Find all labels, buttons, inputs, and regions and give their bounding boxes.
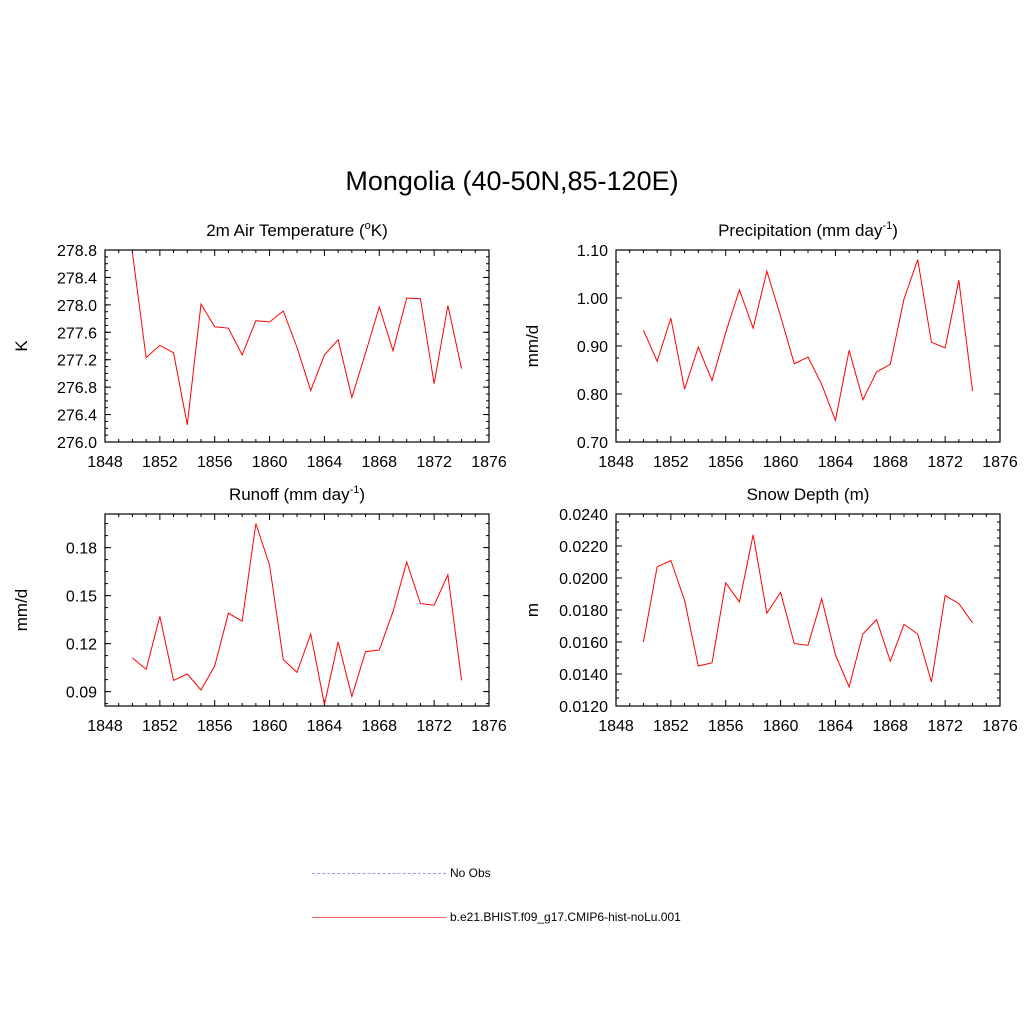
page-title: Mongolia (40-50N,85-120E)	[345, 166, 679, 196]
x-tick-label: 1864	[818, 718, 854, 735]
x-tick-label: 1872	[927, 718, 963, 735]
x-tick-label: 1852	[142, 454, 178, 471]
chart-title: Runoff (mm day-1)	[229, 484, 365, 504]
legend-obs-line-sample	[312, 873, 446, 874]
y-tick-label: 276.8	[57, 380, 97, 397]
x-tick-label: 1848	[598, 718, 634, 735]
x-tick-label: 1848	[598, 454, 634, 471]
x-tick-label: 1860	[252, 454, 288, 471]
y-axis-label: mm/d	[12, 589, 31, 632]
x-tick-label: 1848	[87, 454, 123, 471]
x-tick-label: 1868	[872, 718, 908, 735]
x-tick-label: 1864	[307, 454, 343, 471]
chart-title: Snow Depth (m)	[747, 485, 870, 504]
x-tick-label: 1856	[708, 718, 744, 735]
y-tick-label: 276.4	[57, 408, 97, 425]
x-tick-label: 1852	[653, 718, 689, 735]
y-axis-label: mm/d	[523, 325, 542, 368]
x-tick-label: 1868	[872, 454, 908, 471]
y-tick-label: 277.2	[57, 353, 97, 370]
legend-model-line-sample	[312, 917, 446, 918]
x-tick-label: 1856	[197, 718, 233, 735]
chart-title: 2m Air Temperature (oK)	[206, 220, 388, 240]
x-tick-label: 1872	[416, 718, 452, 735]
chart-title-text: Runoff (mm day	[229, 485, 350, 504]
y-tick-label: 277.6	[57, 325, 97, 342]
chart-panel-3: Runoff (mm day-1) mm/d 1848 1852 1856 1860 186…	[12, 484, 507, 735]
legend-item-model: b.e21.BHIST.f09_g17.CMIP6-hist-noLu.001	[312, 908, 812, 928]
x-tick-label: 1872	[927, 454, 963, 471]
legend-obs-label: No Obs	[450, 866, 491, 880]
x-tick-label: 1852	[142, 718, 178, 735]
legend-model-label: b.e21.BHIST.f09_g17.CMIP6-hist-noLu.001	[450, 910, 681, 924]
y-tick-label: 278.8	[57, 243, 97, 260]
y-tick-label: 0.0200	[559, 571, 608, 588]
y-tick-label: 278.4	[57, 270, 97, 287]
y-tick-label: 0.0140	[559, 667, 608, 684]
y-tick-label: 0.0240	[559, 507, 608, 524]
chart-panel-2: Precipitation (mm day-1) mm/d 1848 1852 1856…	[523, 220, 1018, 471]
x-tick-label: 1868	[361, 718, 397, 735]
x-tick-label: 1856	[197, 454, 233, 471]
y-tick-label: 0.18	[66, 541, 97, 558]
y-tick-label: 0.70	[577, 435, 608, 452]
y-tick-label: 1.10	[577, 243, 608, 260]
y-tick-label: 0.09	[66, 685, 97, 702]
x-tick-label: 1876	[982, 718, 1018, 735]
y-axis-label: K	[12, 340, 31, 352]
x-tick-label: 1868	[361, 454, 397, 471]
y-tick-label: 0.0180	[559, 603, 608, 620]
chart-panel-4: Snow Depth (m) m 1848 1852 1856 1860 1864 1868 1…	[523, 485, 1018, 735]
y-tick-label: 0.80	[577, 387, 608, 404]
series-line-1	[642, 534, 973, 689]
x-tick-label: 1872	[416, 454, 452, 471]
x-tick-label: 1852	[653, 454, 689, 471]
chart-title-superscript: -1	[882, 220, 892, 232]
chart-title-superscript: -1	[350, 484, 360, 496]
y-tick-label: 276.0	[57, 435, 97, 452]
y-tick-label: 0.90	[577, 339, 608, 356]
chart-title-suffix: )	[359, 485, 365, 504]
chart-title-text: Precipitation (mm day	[718, 221, 883, 240]
y-tick-label: 1.00	[577, 291, 608, 308]
x-tick-label: 1860	[252, 718, 288, 735]
chart-title-text: Snow Depth (m)	[747, 485, 870, 504]
y-axis-label: m	[523, 603, 542, 617]
chart-title-suffix: K)	[371, 221, 388, 240]
y-tick-label: 0.0120	[559, 699, 608, 716]
chart-title-superscript: o	[365, 220, 371, 232]
x-tick-label: 1856	[708, 454, 744, 471]
y-tick-label: 0.12	[66, 637, 97, 654]
y-tick-label: 0.0220	[559, 539, 608, 556]
x-tick-label: 1876	[982, 454, 1018, 471]
series-line-1	[131, 252, 463, 425]
y-tick-label: 278.0	[57, 298, 97, 315]
chart-panel-1: 2m Air Temperature (oK) K 1848 1852 1856 1860…	[12, 220, 507, 471]
chart-title-suffix: )	[892, 221, 898, 240]
y-tick-label: 0.0160	[559, 635, 608, 652]
x-tick-label: 1864	[307, 718, 343, 735]
series-line-1	[132, 523, 463, 705]
x-tick-label: 1876	[471, 454, 507, 471]
chart-title-text: 2m Air Temperature (	[206, 221, 365, 240]
chart-title: Precipitation (mm day-1)	[718, 220, 898, 240]
y-tick-label: 0.15	[66, 589, 97, 606]
legend-item-obs: No Obs	[312, 864, 812, 884]
plot-frame	[104, 513, 490, 707]
x-tick-label: 1848	[87, 718, 123, 735]
x-tick-label: 1860	[763, 454, 799, 471]
series-line-1	[642, 259, 974, 423]
x-tick-label: 1860	[763, 718, 799, 735]
x-tick-label: 1876	[471, 718, 507, 735]
x-tick-label: 1864	[818, 454, 854, 471]
plot-frame	[615, 249, 1001, 443]
